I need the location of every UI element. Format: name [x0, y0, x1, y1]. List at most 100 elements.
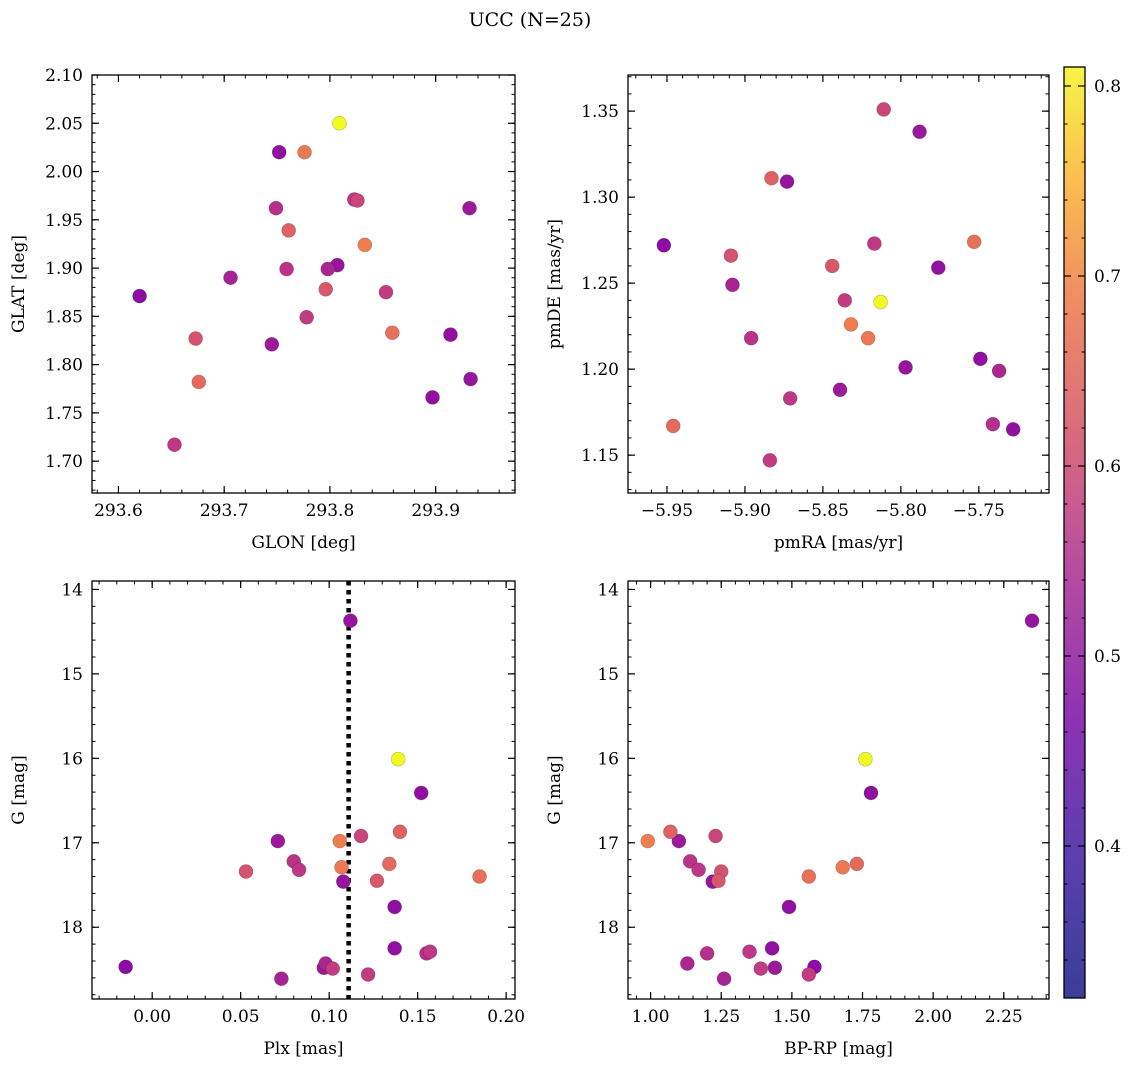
x-axis-label: Plx [mas]: [263, 1039, 343, 1059]
x-tick-label: 1.75: [844, 1007, 882, 1027]
y-tick-label: 2.10: [45, 66, 83, 86]
star-point: [985, 416, 1001, 432]
panel-3: 0.00 0.05 0.10 0.15 0.20 14 15 16 17 18 Plx [mas] G…: [9, 580, 525, 1059]
star-point: [350, 193, 365, 208]
y-tick-label: 16: [597, 749, 619, 769]
y-tick-label: 14: [61, 580, 83, 600]
star-point: [782, 391, 798, 406]
star-point: [725, 277, 740, 293]
star-point: [332, 115, 347, 131]
star-point: [297, 144, 312, 160]
x-tick-label: 2.25: [985, 1007, 1023, 1027]
x-tick-label: 0.10: [310, 1007, 348, 1027]
star-point: [912, 124, 927, 140]
star-point: [671, 833, 687, 849]
star-point: [873, 294, 888, 310]
star-point: [708, 828, 723, 844]
panel-4: 1.00 1.25 1.50 1.75 2.00 2.25 14 15 16 17 18 BP-RP …: [545, 580, 1050, 1059]
x-axis-label: BP-RP [mag]: [784, 1039, 893, 1059]
star-point: [413, 785, 429, 801]
star-point: [801, 967, 817, 982]
x-tick-label: 2.00: [914, 1007, 952, 1027]
star-point: [392, 824, 408, 840]
y-tick-label: 1.85: [45, 307, 83, 327]
x-tick-label: 1.25: [702, 1007, 740, 1027]
star-point: [973, 351, 988, 367]
y-tick-label: 1.70: [45, 452, 83, 472]
y-tick-label: 16: [61, 749, 83, 769]
star-point: [472, 869, 487, 884]
colorbar-tick-label: 0.4: [1094, 837, 1121, 857]
star-point: [1005, 422, 1021, 437]
star-point: [369, 873, 385, 889]
y-tick-label: 15: [61, 665, 83, 685]
colorbar-frame: [1063, 66, 1086, 999]
star-point: [281, 223, 296, 238]
star-point: [699, 946, 715, 961]
star-point: [299, 310, 314, 325]
star-point: [680, 956, 695, 971]
star-point: [334, 859, 349, 875]
star-point: [781, 899, 797, 915]
star-point: [387, 941, 402, 956]
plot-frame: [91, 74, 516, 494]
star-point: [443, 327, 458, 342]
y-tick-label: 1.25: [581, 274, 619, 294]
star-point: [390, 751, 406, 767]
y-tick-label: 18: [597, 918, 619, 938]
star-point: [858, 751, 873, 767]
colorbar-gradient: [1064, 67, 1085, 998]
colorbar-tick-label: 0.5: [1094, 647, 1121, 667]
star-point: [863, 785, 879, 801]
x-tick-label: −5.75: [953, 501, 1005, 521]
y-tick-label: 1.80: [45, 356, 83, 376]
star-point: [876, 102, 892, 117]
star-point: [118, 959, 133, 975]
plot-frame: [627, 74, 1050, 494]
star-point: [422, 944, 438, 960]
x-tick-label: −5.85: [797, 501, 849, 521]
x-tick-label: 0.05: [222, 1007, 260, 1027]
star-point: [167, 437, 182, 453]
star-point: [691, 862, 706, 878]
star-point: [332, 833, 348, 849]
y-axis-label: G [mag]: [545, 755, 565, 824]
star-point: [385, 325, 400, 341]
colorbar-tick-label: 0.8: [1094, 77, 1121, 97]
star-point: [1024, 613, 1040, 628]
star-point: [716, 971, 732, 987]
x-tick-label: 1.50: [773, 1007, 811, 1027]
star-point: [463, 371, 478, 387]
star-point: [318, 282, 334, 297]
star-point: [767, 960, 783, 976]
star-point: [271, 144, 287, 160]
x-tick-label: 293.7: [200, 501, 249, 521]
y-axis-label: G [mag]: [9, 755, 29, 824]
x-tick-label: 293.9: [411, 501, 460, 521]
x-tick-label: 0.20: [487, 1007, 525, 1027]
star-point: [801, 869, 817, 884]
x-tick-label: −5.80: [875, 501, 927, 521]
star-point: [188, 331, 203, 346]
y-tick-label: 1.15: [581, 446, 619, 466]
star-point: [425, 390, 440, 405]
star-point: [387, 899, 402, 915]
y-tick-label: 17: [597, 834, 619, 854]
x-tick-label: 0.15: [399, 1007, 437, 1027]
colorbar-tick-label: 0.7: [1094, 267, 1121, 287]
star-point: [762, 453, 778, 468]
y-tick-label: 17: [61, 834, 83, 854]
star-point: [320, 261, 336, 277]
star-point: [779, 174, 795, 189]
star-point: [191, 374, 207, 390]
star-point: [291, 862, 307, 878]
y-tick-label: 1.95: [45, 211, 83, 231]
colorbar: 0.4 0.5 0.6 0.7 0.8: [1063, 66, 1121, 999]
star-point: [238, 864, 254, 879]
star-point: [824, 258, 840, 274]
star-point: [860, 330, 876, 346]
y-tick-label: 18: [61, 918, 83, 938]
star-point: [843, 317, 859, 332]
y-axis-label: GLAT [deg]: [9, 235, 29, 333]
